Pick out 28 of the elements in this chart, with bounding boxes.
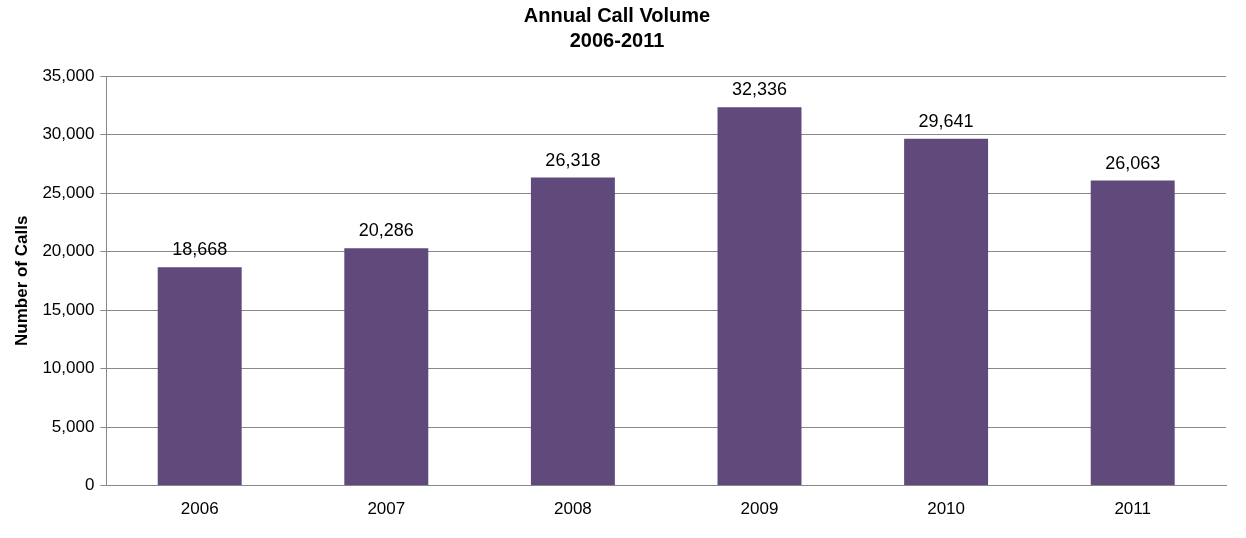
x-tick-label: 2008 — [553, 499, 592, 519]
y-tick-label: 0 — [84, 475, 95, 495]
bar — [717, 107, 802, 486]
y-tick-label: 5,000 — [51, 416, 95, 436]
data-label: 20,286 — [358, 220, 414, 241]
data-label: 26,063 — [1105, 152, 1161, 173]
bar — [1090, 180, 1175, 486]
chart-title: Annual Call Volume 2006-2011 — [523, 4, 711, 52]
data-label: 26,318 — [545, 149, 601, 170]
x-tick-label: 2010 — [927, 499, 966, 519]
y-tick-label: 20,000 — [42, 241, 95, 261]
bar — [157, 267, 242, 486]
x-tick-label: 2007 — [367, 499, 406, 519]
data-label: 32,336 — [731, 79, 788, 100]
y-tick-label: 35,000 — [42, 65, 95, 85]
x-tick-label: 2009 — [740, 499, 779, 519]
bar — [904, 138, 989, 486]
data-label: 18,668 — [172, 239, 228, 260]
bar — [344, 248, 429, 486]
x-tick-label: 2006 — [180, 499, 219, 519]
x-tick-label: 2011 — [1114, 499, 1151, 519]
data-label: 29,641 — [918, 110, 974, 131]
y-tick-label: 10,000 — [42, 358, 95, 378]
y-tick-label: 25,000 — [42, 182, 95, 202]
y-tick-label: 15,000 — [42, 299, 95, 319]
y-tick-label: 30,000 — [42, 124, 95, 144]
y-axis-title: Number of Calls — [11, 215, 31, 346]
bar — [530, 177, 615, 486]
